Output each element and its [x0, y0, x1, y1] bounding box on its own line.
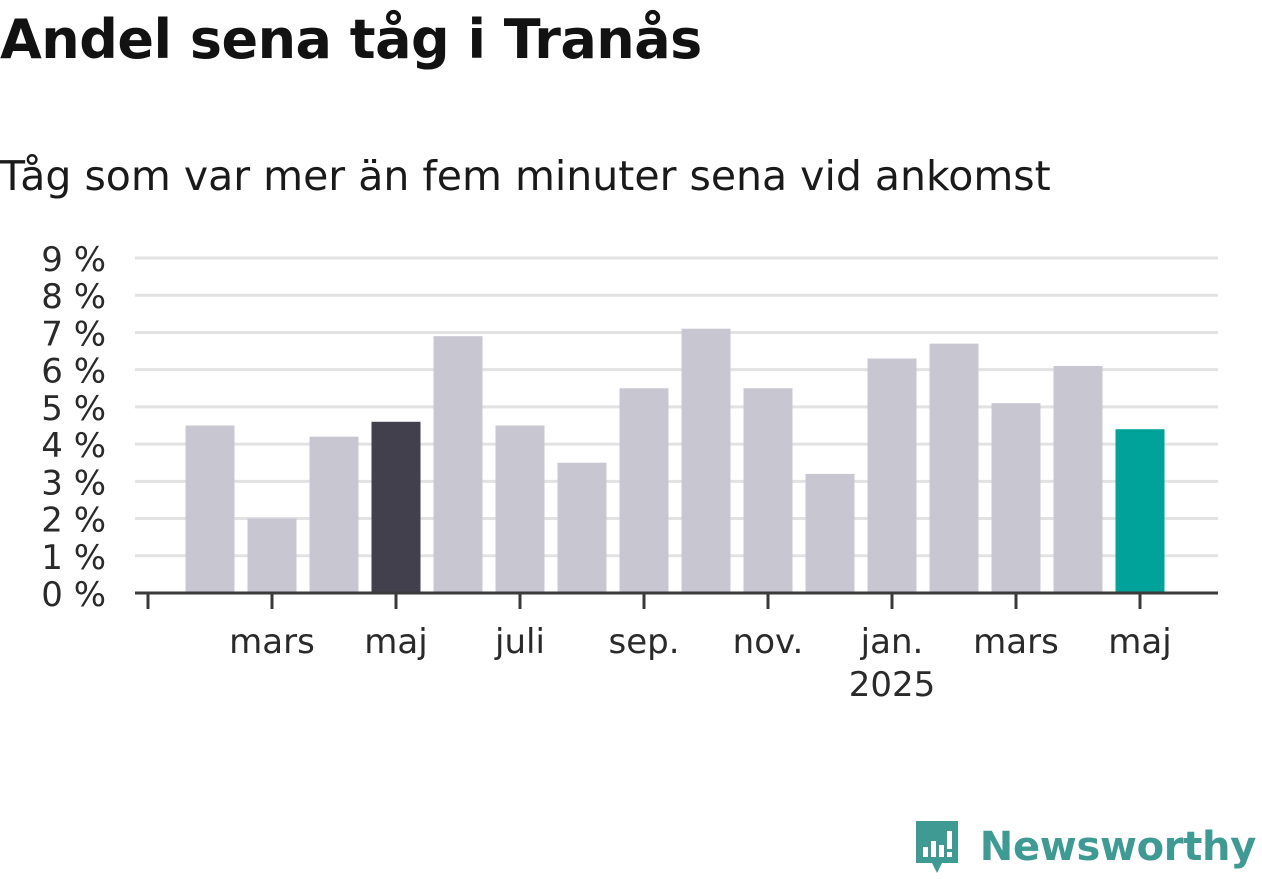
x-tick-label: maj — [1108, 622, 1171, 662]
x-tick-label: sep. — [608, 622, 679, 662]
y-axis-labels: 0 %1 %2 %3 %4 %5 %6 %7 %8 %9 % — [41, 240, 106, 615]
y-tick-label: 0 % — [41, 575, 106, 615]
bar-2024-06 — [433, 336, 483, 593]
y-tick-label: 2 % — [41, 501, 106, 541]
x-tick-year-label: 2025 — [849, 665, 936, 705]
y-tick-label: 7 % — [41, 314, 106, 354]
bar-2025-01 — [867, 358, 917, 593]
bar-2025-02 — [929, 343, 979, 593]
x-tick-label: juli — [494, 622, 545, 662]
bar-2024-04 — [309, 436, 359, 593]
chart-title: Andel sena tåg i Tranås — [0, 8, 702, 71]
bar-2024-03 — [247, 518, 297, 593]
bar-2024-10 — [681, 328, 731, 593]
x-tick-label: maj — [364, 622, 427, 662]
bar-2025-05 — [1115, 429, 1165, 593]
bars — [185, 328, 1165, 593]
bar-2024-11 — [743, 388, 793, 593]
y-tick-label: 9 % — [41, 240, 106, 280]
x-tick-label: mars — [229, 622, 315, 662]
x-axis-labels: mars maj juli sep. nov. jan.2025 mars maj — [229, 622, 1172, 705]
bar-2024-07 — [495, 425, 545, 593]
newsworthy-logo-icon — [915, 821, 958, 873]
x-tick-label: mars — [973, 622, 1059, 662]
bar-2024-08 — [557, 462, 607, 593]
brand-name: Newsworthy — [979, 824, 1257, 870]
x-tick-label: jan. — [860, 622, 924, 662]
brand: Newsworthy — [912, 817, 1256, 877]
bar-2024-02 — [185, 425, 235, 593]
y-tick-label: 5 % — [41, 389, 106, 429]
x-axis — [135, 591, 1218, 609]
chart-subtitle: Tåg som var mer än fem minuter sena vid … — [0, 152, 1051, 200]
bar-2025-04 — [1053, 365, 1103, 593]
y-tick-label: 3 % — [41, 463, 106, 503]
bar-2024-05 — [371, 421, 421, 593]
y-tick-label: 8 % — [41, 277, 106, 317]
y-tick-label: 6 % — [41, 352, 106, 392]
bar-2024-09 — [619, 388, 669, 593]
y-tick-label: 4 % — [41, 426, 106, 466]
y-tick-label: 1 % — [41, 538, 106, 578]
bar-2024-12 — [805, 473, 855, 593]
x-tick-label: nov. — [733, 622, 804, 662]
bar-2025-03 — [991, 403, 1041, 593]
bar-chart: 0 %1 %2 %3 %4 %5 %6 %7 %8 %9 % mars maj ju… — [41, 240, 1218, 705]
